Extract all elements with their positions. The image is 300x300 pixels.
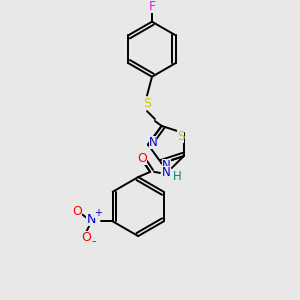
Text: -: - xyxy=(92,236,96,248)
Text: N: N xyxy=(148,136,157,149)
Text: S: S xyxy=(143,97,151,110)
Text: +: + xyxy=(94,208,102,218)
Text: F: F xyxy=(148,0,155,14)
Text: O: O xyxy=(137,152,147,165)
Text: N: N xyxy=(162,159,171,172)
Text: O: O xyxy=(72,205,82,218)
Text: H: H xyxy=(173,170,182,183)
Text: S: S xyxy=(177,130,184,142)
Text: N: N xyxy=(86,213,96,226)
Text: N: N xyxy=(161,167,170,179)
Text: O: O xyxy=(81,231,91,244)
